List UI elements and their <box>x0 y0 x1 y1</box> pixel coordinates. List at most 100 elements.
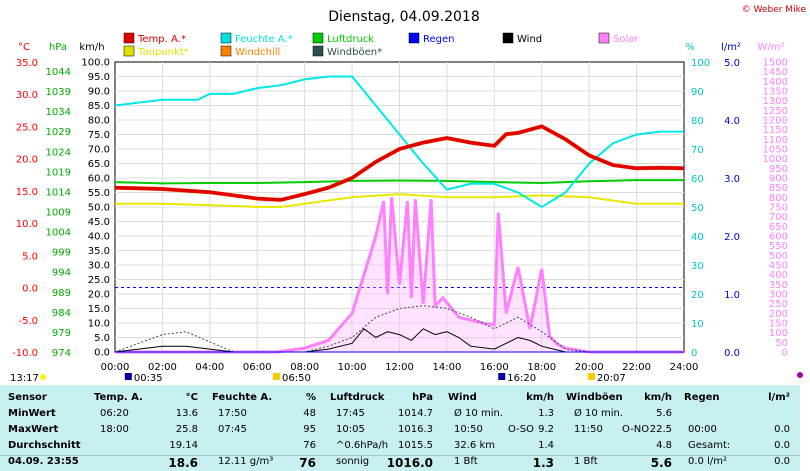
stats-header: hPa <box>412 392 433 403</box>
rain-tick-label: 4.0 <box>724 116 740 127</box>
wind-tick-label: 20.0 <box>88 290 110 301</box>
stats-cell: 1014.7 <box>398 408 433 419</box>
dewpoint-line <box>115 193 684 208</box>
pressure-tick-label: 994 <box>52 268 71 279</box>
stats-cell: 1016.0 <box>386 456 433 470</box>
time-tick-label: 12:00 <box>385 362 414 373</box>
time-tick-label: 06:00 <box>243 362 272 373</box>
wind-tick-label: 80.0 <box>88 116 110 127</box>
pressure-tick-label: 1034 <box>46 107 71 118</box>
humidity-tick-label: 50 <box>691 203 704 214</box>
stats-header: Luftdruck <box>330 392 385 403</box>
time-tick-label: 02:00 <box>148 362 177 373</box>
pressure-tick-label: 1029 <box>46 127 71 138</box>
stats-header: km/h <box>644 392 672 403</box>
humidity-tick-label: 90 <box>691 87 704 98</box>
time-tick-label: 10:00 <box>338 362 367 373</box>
temp-tick-label: 0.0 <box>22 284 38 295</box>
legend-swatch <box>123 32 135 44</box>
humidity-line <box>114 75 684 209</box>
legend-label: Temp. A.* <box>137 34 186 45</box>
chart-axes: 00:00 02:00 04:00 06:00 08:00 10:00 12:00 14:00… <box>10 42 803 384</box>
rain-tick-label: 1.0 <box>724 290 740 301</box>
time-tick-label: 08:00 <box>290 362 319 373</box>
temp-tick-label: 20.0 <box>16 155 38 166</box>
solar-tick-label: 100 <box>769 328 788 339</box>
stats-table: Sensor Temp. A. °C Feuchte A.% Luftdruck hPa W… <box>0 385 800 471</box>
solar-tick-label: 1500 <box>763 58 788 69</box>
solar-tick-label: 800 <box>769 193 788 204</box>
stats-cell: 9.2 <box>538 424 554 435</box>
solar-tick-label: 500 <box>769 251 788 262</box>
sunset-time: 20:07 <box>597 373 626 384</box>
stats-row-label: Durchschnitt <box>8 440 81 451</box>
humidity-tick-label: 0 <box>691 348 697 359</box>
pressure-tick-label: 1019 <box>46 167 71 178</box>
time-tick-label: 18:00 <box>527 362 556 373</box>
legend-swatch <box>408 32 420 44</box>
sunrise-icon <box>273 373 281 380</box>
pressure-tick-label: 989 <box>52 288 71 299</box>
weather-chart: 00:00 02:00 04:00 06:00 08:00 10:00 12:00 14:00… <box>10 5 807 384</box>
legend-label: Windchill <box>235 47 280 58</box>
rain-tick-label: 5.0 <box>724 58 740 69</box>
axis-unit-temp: °C <box>18 42 30 53</box>
solar-tick-label: 300 <box>769 290 788 301</box>
time-tick-label: 00:00 <box>101 362 130 373</box>
chart-grid <box>114 61 685 353</box>
stats-cell: 10:50 <box>454 424 483 435</box>
stats-row-label: MinWert <box>8 408 56 419</box>
stats-header: Feuchte A. <box>212 392 273 403</box>
time-tick-label: 04:00 <box>195 362 224 373</box>
solar-tick-label: 400 <box>769 270 788 281</box>
stats-cell: 10:05 <box>336 424 365 435</box>
stats-cell: 18:00 <box>100 424 129 435</box>
solar-tick-label: 250 <box>769 299 788 310</box>
solar-line <box>115 197 684 354</box>
wind-tick-label: 75.0 <box>88 130 110 141</box>
time-tick-label: 14:00 <box>433 362 462 373</box>
stats-cell: 25.8 <box>175 424 198 435</box>
temp-tick-label: 30.0 <box>16 90 38 101</box>
stats-header: % <box>305 392 316 403</box>
time-tick-label: 20:00 <box>575 362 604 373</box>
stats-cell: 19.14 <box>169 440 198 451</box>
stats-cell: 0.0 l/m² <box>688 456 727 467</box>
axis-unit-hum: % <box>685 42 695 53</box>
stats-cell: sonnig <box>336 456 370 467</box>
sunrise-time: 06:50 <box>282 373 311 384</box>
solar-tick-label: 700 <box>769 212 788 223</box>
temperature-line <box>114 124 685 202</box>
stats-cell: 00:00 <box>688 424 717 435</box>
moonset-icon <box>498 373 506 380</box>
moonset-time: 16:20 <box>507 373 536 384</box>
axis-unit-wind: km/h <box>79 42 104 53</box>
stats-cell: 06:20 <box>100 408 129 419</box>
stats-header: Wind <box>448 392 477 403</box>
credit-text: © Weber Mike <box>742 5 807 15</box>
temp-tick-label: 10.0 <box>16 219 38 230</box>
legend-label: Taupunkt* <box>137 47 189 58</box>
solar-tick-label: 850 <box>769 183 788 194</box>
pressure-tick-label: 984 <box>52 308 71 319</box>
pressure-tick-label: 1004 <box>46 228 71 239</box>
chart-legend: Temp. A.* Feuchte A.* Luftdruck Regen Wind So… <box>123 32 639 58</box>
legend-label: Regen <box>423 34 455 45</box>
stats-cell: O-SO <box>508 424 534 435</box>
axis-unit-solar: W/m² <box>757 42 784 53</box>
solar-tick-label: 50 <box>775 338 788 349</box>
axis-unit-rain: l/m² <box>721 42 741 53</box>
chart-series <box>114 75 685 354</box>
wind-tick-label: 25.0 <box>88 275 110 286</box>
stats-cell: 1.4 <box>538 440 554 451</box>
temp-tick-label: 5.0 <box>22 251 38 262</box>
wind-tick-label: 100.0 <box>81 58 110 69</box>
solar-tick-label: 0 <box>782 348 788 359</box>
temp-tick-label: 25.0 <box>16 122 38 133</box>
legend-swatch <box>220 45 232 57</box>
legend-swatch <box>220 32 232 44</box>
stats-cell: 0.0 <box>774 424 790 435</box>
axis-unit-press: hPa <box>49 42 67 53</box>
stats-cell: Ø 10 min. <box>574 408 623 419</box>
sunset-icon <box>587 373 595 380</box>
